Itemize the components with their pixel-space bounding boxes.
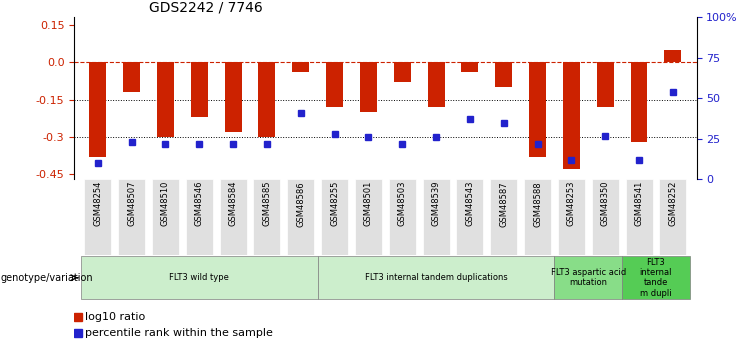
FancyBboxPatch shape xyxy=(389,179,416,255)
FancyBboxPatch shape xyxy=(491,179,517,255)
Bar xyxy=(631,62,648,142)
Text: GSM48584: GSM48584 xyxy=(228,181,238,226)
Bar xyxy=(90,62,106,157)
FancyBboxPatch shape xyxy=(659,179,686,255)
FancyBboxPatch shape xyxy=(456,179,483,255)
Text: GSM48586: GSM48586 xyxy=(296,181,305,227)
FancyBboxPatch shape xyxy=(152,179,179,255)
Text: GSM48350: GSM48350 xyxy=(601,181,610,226)
Text: GSM48510: GSM48510 xyxy=(161,181,170,226)
Text: GDS2242 / 7746: GDS2242 / 7746 xyxy=(149,1,262,15)
Text: GSM48543: GSM48543 xyxy=(465,181,474,226)
Text: GSM48585: GSM48585 xyxy=(262,181,271,226)
Bar xyxy=(462,62,479,72)
FancyBboxPatch shape xyxy=(625,179,653,255)
Text: GSM48539: GSM48539 xyxy=(431,181,441,226)
Text: GSM48503: GSM48503 xyxy=(398,181,407,226)
Bar xyxy=(123,62,140,92)
Bar xyxy=(563,62,579,169)
Bar xyxy=(529,62,546,157)
Text: FLT3 internal tandem duplications: FLT3 internal tandem duplications xyxy=(365,273,508,282)
FancyBboxPatch shape xyxy=(591,179,619,255)
FancyBboxPatch shape xyxy=(84,179,111,255)
Bar xyxy=(495,62,512,87)
Text: FLT3
internal
tande
m dupli: FLT3 internal tande m dupli xyxy=(639,258,672,298)
Text: log10 ratio: log10 ratio xyxy=(85,312,145,322)
FancyBboxPatch shape xyxy=(81,256,318,299)
FancyBboxPatch shape xyxy=(524,179,551,255)
FancyBboxPatch shape xyxy=(186,179,213,255)
FancyBboxPatch shape xyxy=(318,256,554,299)
FancyBboxPatch shape xyxy=(219,179,247,255)
FancyBboxPatch shape xyxy=(622,256,690,299)
Text: percentile rank within the sample: percentile rank within the sample xyxy=(85,328,273,338)
Bar xyxy=(360,62,377,112)
FancyBboxPatch shape xyxy=(118,179,145,255)
Bar xyxy=(191,62,207,117)
Text: GSM48255: GSM48255 xyxy=(330,181,339,226)
Text: FLT3 wild type: FLT3 wild type xyxy=(170,273,229,282)
Text: GSM48588: GSM48588 xyxy=(533,181,542,227)
Bar xyxy=(225,62,242,132)
Text: GSM48507: GSM48507 xyxy=(127,181,136,226)
Text: FLT3 aspartic acid
mutation: FLT3 aspartic acid mutation xyxy=(551,268,626,287)
Bar xyxy=(157,62,174,137)
FancyBboxPatch shape xyxy=(554,256,622,299)
Text: GSM48546: GSM48546 xyxy=(195,181,204,226)
Text: GSM48254: GSM48254 xyxy=(93,181,102,226)
FancyBboxPatch shape xyxy=(288,179,314,255)
Text: GSM48501: GSM48501 xyxy=(364,181,373,226)
Bar xyxy=(665,50,681,62)
Bar xyxy=(597,62,614,107)
FancyBboxPatch shape xyxy=(558,179,585,255)
Text: GSM48541: GSM48541 xyxy=(634,181,643,226)
FancyBboxPatch shape xyxy=(253,179,280,255)
Text: genotype/variation: genotype/variation xyxy=(1,273,93,283)
Text: GSM48587: GSM48587 xyxy=(499,181,508,227)
Text: GSM48252: GSM48252 xyxy=(668,181,677,226)
FancyBboxPatch shape xyxy=(321,179,348,255)
FancyBboxPatch shape xyxy=(422,179,450,255)
Bar xyxy=(393,62,411,82)
Bar xyxy=(259,62,276,137)
Bar xyxy=(292,62,309,72)
Bar xyxy=(428,62,445,107)
FancyBboxPatch shape xyxy=(355,179,382,255)
Bar xyxy=(326,62,343,107)
Text: GSM48253: GSM48253 xyxy=(567,181,576,226)
